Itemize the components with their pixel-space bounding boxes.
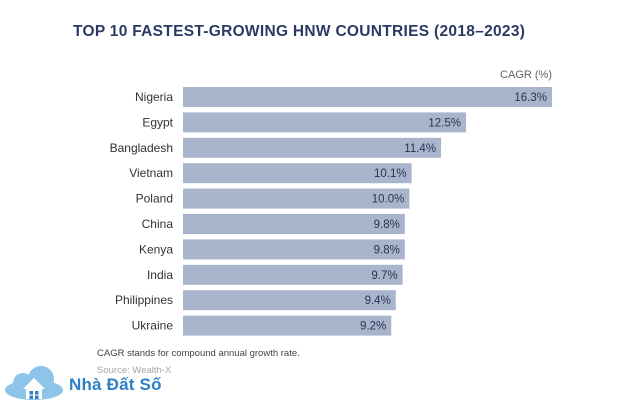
bar bbox=[183, 315, 392, 336]
bar bbox=[183, 239, 405, 260]
category-label: Kenya bbox=[139, 242, 173, 256]
value-label: 9.7% bbox=[371, 270, 397, 282]
value-label: 9.8% bbox=[374, 219, 400, 231]
category-label: China bbox=[142, 217, 174, 231]
bar bbox=[183, 290, 396, 311]
value-label: 9.2% bbox=[360, 321, 386, 333]
category-label: Nigeria bbox=[135, 90, 173, 104]
value-label: 11.4% bbox=[404, 143, 436, 155]
value-label: 10.1% bbox=[374, 168, 407, 180]
chart-title: TOP 10 FASTEST-GROWING HNW COUNTRIES (20… bbox=[73, 23, 526, 40]
category-label: Poland bbox=[136, 192, 173, 206]
category-label: India bbox=[147, 268, 173, 282]
bar bbox=[183, 137, 442, 158]
bar bbox=[183, 214, 405, 234]
house-cloud-icon bbox=[3, 363, 65, 401]
category-label: Philippines bbox=[115, 293, 173, 307]
category-label: Egypt bbox=[142, 115, 173, 129]
bar bbox=[183, 188, 410, 209]
value-label: 10.0% bbox=[372, 194, 405, 206]
category-label: Bangladesh bbox=[110, 141, 173, 155]
value-label: 12.5% bbox=[428, 117, 461, 129]
value-axis-label: CAGR (%) bbox=[500, 69, 552, 81]
bar bbox=[183, 87, 552, 107]
value-label: 16.3% bbox=[514, 92, 547, 104]
value-label: 9.8% bbox=[374, 244, 400, 256]
footnote: CAGR stands for compound annual growth r… bbox=[97, 348, 300, 359]
watermark-text: Nhà Đất Số bbox=[69, 374, 162, 394]
source-note: Source: Wealth-X bbox=[97, 365, 172, 376]
value-label: 9.4% bbox=[365, 295, 391, 307]
category-label: Ukraine bbox=[132, 319, 174, 333]
watermark-logo: Nhà Đất Số bbox=[3, 363, 162, 401]
category-label: Vietnam bbox=[129, 166, 173, 180]
bar bbox=[183, 264, 403, 285]
bar bbox=[183, 163, 412, 184]
bar bbox=[183, 112, 466, 133]
